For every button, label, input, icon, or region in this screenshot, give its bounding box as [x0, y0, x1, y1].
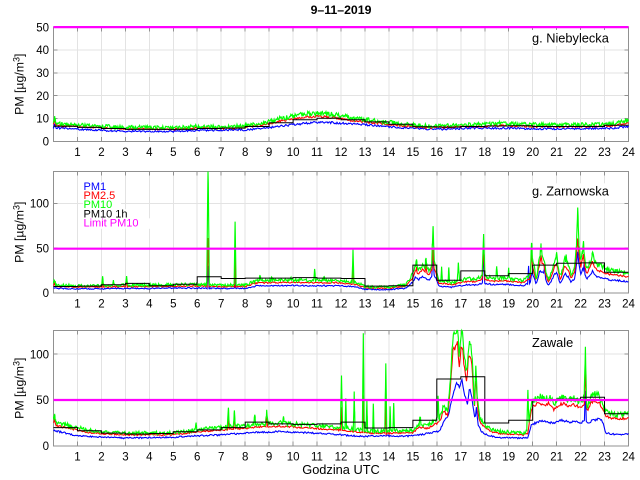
svg-text:6: 6: [194, 452, 200, 464]
svg-text:15: 15: [407, 147, 420, 159]
svg-text:PM1: PM1: [84, 181, 107, 193]
svg-text:15: 15: [407, 298, 420, 310]
svg-text:1: 1: [74, 298, 80, 310]
svg-text:22: 22: [574, 147, 587, 159]
svg-text:1: 1: [74, 452, 80, 464]
svg-text:5: 5: [170, 298, 176, 310]
svg-text:11: 11: [311, 298, 323, 310]
svg-text:50: 50: [36, 243, 49, 255]
svg-text:10: 10: [36, 114, 49, 126]
svg-text:7: 7: [218, 298, 224, 310]
svg-text:5: 5: [170, 452, 176, 464]
svg-text:7: 7: [218, 452, 224, 464]
svg-text:50: 50: [36, 395, 49, 407]
svg-text:4: 4: [146, 452, 153, 464]
svg-text:20: 20: [526, 452, 539, 464]
svg-text:2: 2: [98, 298, 104, 310]
svg-text:PM10 1h: PM10 1h: [84, 208, 128, 220]
svg-text:Zawale: Zawale: [532, 335, 573, 350]
svg-text:100: 100: [30, 349, 49, 361]
svg-text:PM10: PM10: [84, 199, 113, 211]
svg-text:3: 3: [122, 452, 128, 464]
svg-text:Godzina UTC: Godzina UTC: [302, 462, 380, 477]
svg-text:100: 100: [30, 199, 49, 211]
svg-text:20: 20: [526, 147, 539, 159]
svg-text:21: 21: [550, 147, 563, 159]
svg-text:7: 7: [218, 147, 224, 159]
svg-text:0: 0: [43, 288, 49, 300]
svg-text:18: 18: [478, 298, 491, 310]
svg-text:23: 23: [598, 452, 611, 464]
svg-text:13: 13: [359, 298, 372, 310]
svg-text:Limit PM10: Limit PM10: [84, 218, 139, 230]
svg-text:4: 4: [146, 147, 153, 159]
svg-text:22: 22: [574, 298, 587, 310]
svg-text:16: 16: [430, 147, 443, 159]
svg-text:PM [µg/m3]: PM [µg/m3]: [12, 202, 27, 263]
svg-text:14: 14: [383, 298, 396, 310]
svg-text:24: 24: [622, 298, 635, 310]
svg-text:g. Niebylecka: g. Niebylecka: [532, 30, 610, 45]
svg-text:20: 20: [526, 298, 539, 310]
svg-text:1: 1: [74, 147, 80, 159]
svg-text:11: 11: [311, 452, 323, 464]
svg-text:8: 8: [242, 147, 248, 159]
svg-text:3: 3: [122, 298, 128, 310]
svg-text:g. Zarnowska: g. Zarnowska: [532, 184, 610, 199]
svg-text:8: 8: [242, 452, 248, 464]
svg-text:20: 20: [36, 91, 49, 103]
svg-text:8: 8: [242, 298, 248, 310]
svg-text:17: 17: [454, 147, 467, 159]
svg-text:19: 19: [502, 298, 515, 310]
svg-text:PM [µg/m3]: PM [µg/m3]: [12, 54, 27, 115]
svg-text:19: 19: [502, 147, 515, 159]
svg-text:10: 10: [287, 298, 300, 310]
svg-text:10: 10: [287, 452, 300, 464]
svg-text:13: 13: [359, 452, 372, 464]
svg-text:17: 17: [454, 298, 467, 310]
svg-text:18: 18: [478, 147, 491, 159]
svg-text:24: 24: [622, 452, 635, 464]
svg-text:PM [µg/m3]: PM [µg/m3]: [12, 358, 27, 419]
svg-text:40: 40: [36, 45, 49, 57]
svg-text:9–11–2019: 9–11–2019: [311, 3, 372, 17]
svg-text:2: 2: [98, 452, 104, 464]
svg-text:14: 14: [383, 452, 396, 464]
svg-text:13: 13: [359, 147, 372, 159]
svg-text:3: 3: [122, 147, 128, 159]
svg-text:9: 9: [266, 298, 272, 310]
svg-text:16: 16: [430, 452, 443, 464]
svg-text:14: 14: [383, 147, 396, 159]
svg-text:4: 4: [146, 298, 153, 310]
svg-text:15: 15: [407, 452, 420, 464]
svg-text:10: 10: [287, 147, 300, 159]
svg-text:12: 12: [335, 298, 348, 310]
svg-text:0: 0: [43, 137, 49, 149]
svg-text:30: 30: [36, 68, 49, 80]
svg-text:17: 17: [454, 452, 467, 464]
svg-text:11: 11: [311, 147, 323, 159]
svg-text:24: 24: [622, 147, 635, 159]
svg-text:16: 16: [430, 298, 443, 310]
svg-text:12: 12: [335, 147, 348, 159]
svg-text:PM2.5: PM2.5: [84, 190, 116, 202]
svg-text:0: 0: [43, 441, 49, 453]
svg-text:9: 9: [266, 452, 272, 464]
svg-text:21: 21: [550, 298, 563, 310]
svg-text:22: 22: [574, 452, 587, 464]
svg-text:23: 23: [598, 147, 611, 159]
svg-text:2: 2: [98, 147, 104, 159]
svg-text:5: 5: [170, 147, 176, 159]
svg-text:50: 50: [36, 22, 49, 34]
svg-text:21: 21: [550, 452, 563, 464]
svg-text:18: 18: [478, 452, 491, 464]
svg-text:23: 23: [598, 298, 611, 310]
svg-text:6: 6: [194, 147, 200, 159]
svg-text:19: 19: [502, 452, 515, 464]
svg-text:9: 9: [266, 147, 272, 159]
svg-text:6: 6: [194, 298, 200, 310]
svg-text:12: 12: [335, 452, 348, 464]
